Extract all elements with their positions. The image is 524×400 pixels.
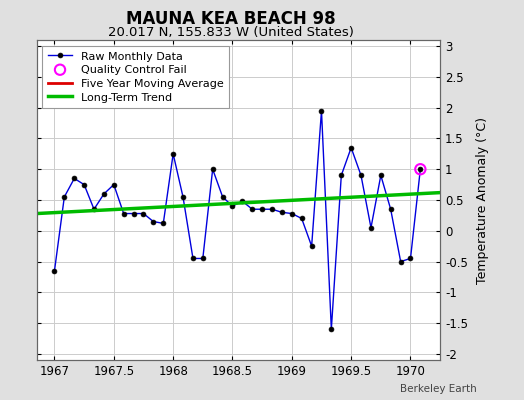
Raw Monthly Data bbox=[319, 108, 325, 113]
Text: 20.017 N, 155.833 W (United States): 20.017 N, 155.833 W (United States) bbox=[107, 26, 354, 39]
Raw Monthly Data bbox=[328, 327, 334, 332]
Quality Control Fail bbox=[416, 166, 424, 172]
Raw Monthly Data bbox=[160, 221, 167, 226]
Raw Monthly Data bbox=[111, 182, 117, 187]
Line: Raw Monthly Data: Raw Monthly Data bbox=[52, 108, 423, 332]
Raw Monthly Data bbox=[121, 211, 127, 216]
Raw Monthly Data bbox=[230, 204, 236, 208]
Raw Monthly Data bbox=[81, 182, 88, 187]
Raw Monthly Data bbox=[358, 173, 364, 178]
Raw Monthly Data bbox=[220, 194, 226, 199]
Raw Monthly Data bbox=[279, 210, 285, 215]
Raw Monthly Data bbox=[398, 259, 404, 264]
Raw Monthly Data bbox=[338, 173, 344, 178]
Raw Monthly Data bbox=[417, 167, 423, 172]
Raw Monthly Data bbox=[407, 256, 413, 261]
Raw Monthly Data bbox=[239, 199, 245, 204]
Raw Monthly Data bbox=[61, 194, 68, 199]
Raw Monthly Data bbox=[368, 225, 374, 230]
Y-axis label: Temperature Anomaly (°C): Temperature Anomaly (°C) bbox=[476, 116, 489, 284]
Text: Berkeley Earth: Berkeley Earth bbox=[400, 384, 477, 394]
Raw Monthly Data bbox=[130, 211, 137, 216]
Raw Monthly Data bbox=[249, 207, 255, 212]
Raw Monthly Data bbox=[269, 207, 275, 212]
Raw Monthly Data bbox=[299, 216, 305, 221]
Raw Monthly Data bbox=[348, 145, 354, 150]
Raw Monthly Data bbox=[71, 176, 78, 181]
Raw Monthly Data bbox=[91, 207, 97, 212]
Legend: Raw Monthly Data, Quality Control Fail, Five Year Moving Average, Long-Term Tren: Raw Monthly Data, Quality Control Fail, … bbox=[42, 46, 230, 108]
Raw Monthly Data bbox=[289, 211, 295, 216]
Raw Monthly Data bbox=[210, 167, 216, 172]
Raw Monthly Data bbox=[51, 268, 58, 273]
Raw Monthly Data bbox=[388, 207, 394, 212]
Text: MAUNA KEA BEACH 98: MAUNA KEA BEACH 98 bbox=[126, 10, 335, 28]
Raw Monthly Data bbox=[170, 152, 176, 156]
Raw Monthly Data bbox=[200, 256, 206, 261]
Raw Monthly Data bbox=[180, 194, 186, 199]
Raw Monthly Data bbox=[101, 192, 107, 196]
Raw Monthly Data bbox=[259, 207, 265, 212]
Raw Monthly Data bbox=[190, 256, 196, 261]
Raw Monthly Data bbox=[140, 211, 147, 216]
Raw Monthly Data bbox=[378, 173, 384, 178]
Raw Monthly Data bbox=[309, 244, 315, 248]
Raw Monthly Data bbox=[150, 219, 157, 224]
